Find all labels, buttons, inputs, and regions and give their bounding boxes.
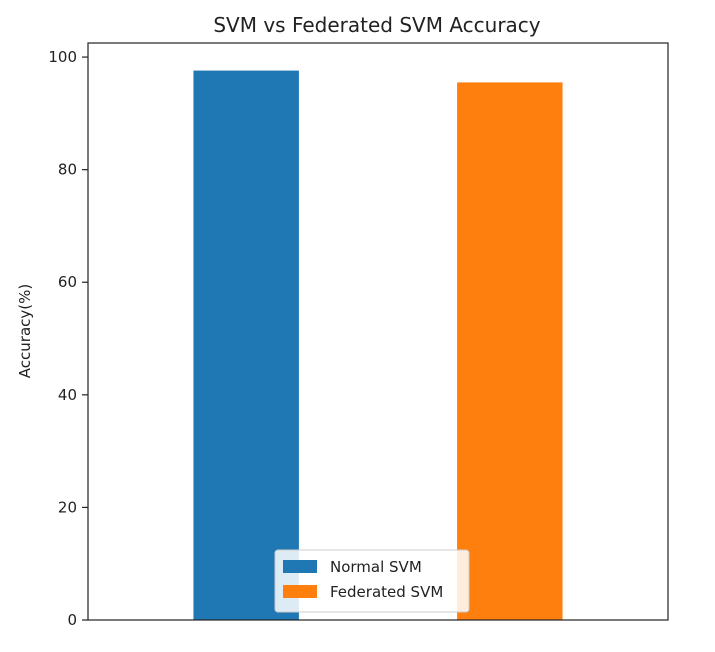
legend-label: Normal SVM [330, 558, 422, 576]
legend: Normal SVM Federated SVM [274, 549, 470, 613]
y-axis: 0 20 40 60 80 100 [48, 48, 88, 629]
legend-swatch [283, 585, 317, 598]
y-tick-label: 40 [58, 386, 77, 404]
plot-area [193, 70, 563, 620]
y-tick-label: 80 [58, 161, 77, 179]
legend-swatch [283, 560, 317, 573]
y-tick-label: 20 [58, 498, 77, 516]
bar-federated-svm [457, 82, 563, 620]
legend-box [274, 549, 470, 613]
plot-frame [87, 42, 669, 621]
legend-label: Federated SVM [330, 583, 443, 601]
chart-title: SVM vs Federated SVM Accuracy [213, 13, 540, 37]
y-axis-label: Accuracy(%) [16, 284, 34, 378]
y-tick-label: 100 [48, 48, 77, 66]
bar-normal-svm [193, 70, 299, 620]
y-tick-label: 60 [58, 273, 77, 291]
y-tick-label: 0 [67, 611, 77, 629]
